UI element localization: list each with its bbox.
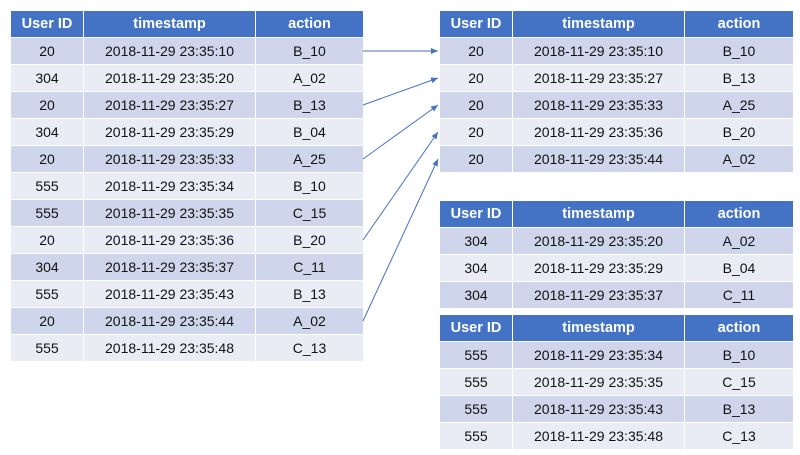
table-cell: A_25 (255, 145, 364, 173)
table-row: 555 2018-11-29 23:35:35 C_15 (439, 368, 794, 396)
table-cell: 20 (439, 118, 513, 146)
mapping-arrow (362, 131, 439, 241)
column-header: User ID (439, 200, 513, 228)
table-row: 304 2018-11-29 23:35:37 C_11 (10, 253, 364, 281)
table-cell: C_15 (684, 368, 794, 396)
table-cell: B_10 (255, 172, 364, 200)
table-cell: C_11 (255, 253, 364, 281)
table-row: 304 2018-11-29 23:35:20 A_02 (10, 64, 364, 92)
table-cell: 304 (10, 64, 84, 92)
column-header: action (684, 10, 794, 38)
table-cell: 2018-11-29 23:35:44 (512, 145, 685, 173)
table-cell: B_10 (684, 37, 794, 65)
table-cell: A_02 (684, 227, 794, 255)
mapping-arrow (362, 158, 439, 322)
column-header: timestamp (512, 10, 685, 38)
table-row: 304 2018-11-29 23:35:29 B_04 (439, 254, 794, 282)
table-row: 555 2018-11-29 23:35:43 B_13 (10, 280, 364, 308)
table-cell: 2018-11-29 23:35:29 (512, 254, 685, 282)
table-cell: C_11 (684, 281, 794, 309)
table-cell: 20 (439, 64, 513, 92)
table-row: 304 2018-11-29 23:35:20 A_02 (439, 227, 794, 255)
table-cell: 2018-11-29 23:35:20 (512, 227, 685, 255)
table-cell: 20 (10, 226, 84, 254)
table-cell: B_04 (684, 254, 794, 282)
table-cell: 2018-11-29 23:35:43 (512, 395, 685, 423)
table-cell: 2018-11-29 23:35:43 (83, 280, 256, 308)
table-cell: B_10 (255, 37, 364, 65)
table-cell: 2018-11-29 23:35:37 (83, 253, 256, 281)
table-row: 555 2018-11-29 23:35:48 C_13 (10, 334, 364, 362)
column-header: User ID (10, 10, 84, 38)
table-row: 20 2018-11-29 23:35:44 A_02 (439, 145, 794, 173)
table-cell: B_13 (684, 395, 794, 423)
table-row: 555 2018-11-29 23:35:35 C_15 (10, 199, 364, 227)
column-header: User ID (439, 314, 513, 342)
table-cell: B_20 (255, 226, 364, 254)
table-cell: 2018-11-29 23:35:20 (83, 64, 256, 92)
table-cell: 2018-11-29 23:35:27 (512, 64, 685, 92)
table-row: 555 2018-11-29 23:35:48 C_13 (439, 422, 794, 450)
table-cell: 2018-11-29 23:35:48 (512, 422, 685, 450)
table-row: 20 2018-11-29 23:35:27 B_13 (10, 91, 364, 119)
table-cell: 304 (439, 254, 513, 282)
column-header: action (684, 314, 794, 342)
table-cell: B_13 (255, 280, 364, 308)
table-cell: 2018-11-29 23:35:29 (83, 118, 256, 146)
table-row: 555 2018-11-29 23:35:34 B_10 (10, 172, 364, 200)
table-cell: 555 (10, 199, 84, 227)
table-cell: C_13 (255, 334, 364, 362)
table-row: 20 2018-11-29 23:35:27 B_13 (439, 64, 794, 92)
table-row: 304 2018-11-29 23:35:29 B_04 (10, 118, 364, 146)
table-cell: 555 (439, 422, 513, 450)
table-cell: B_20 (684, 118, 794, 146)
table-cell: 2018-11-29 23:35:48 (83, 334, 256, 362)
mapping-arrow (362, 77, 439, 106)
table-cell: B_04 (255, 118, 364, 146)
table-cell: 20 (439, 145, 513, 173)
table-row: 20 2018-11-29 23:35:33 A_25 (439, 91, 794, 119)
table-cell: 555 (439, 395, 513, 423)
table-cell: 2018-11-29 23:35:44 (83, 307, 256, 335)
table-cell: C_13 (684, 422, 794, 450)
table-cell: 20 (439, 91, 513, 119)
table-cell: 20 (10, 91, 84, 119)
user-20-table: User ID timestamp action 20 2018-11-29 23:35… (439, 10, 794, 173)
user-304-table: User ID timestamp action 304 2018-11-29 23:3… (439, 200, 794, 309)
table-cell: 555 (10, 172, 84, 200)
table-cell: B_13 (684, 64, 794, 92)
table-row: 555 2018-11-29 23:35:34 B_10 (439, 341, 794, 369)
table-row: 20 2018-11-29 23:35:44 A_02 (10, 307, 364, 335)
table-cell: 555 (10, 280, 84, 308)
table-cell: B_10 (684, 341, 794, 369)
table-cell: 2018-11-29 23:35:34 (83, 172, 256, 200)
table-row: 555 2018-11-29 23:35:43 B_13 (439, 395, 794, 423)
table-cell: 2018-11-29 23:35:27 (83, 91, 256, 119)
table-cell: 2018-11-29 23:35:35 (512, 368, 685, 396)
column-header: timestamp (512, 314, 685, 342)
table-cell: 555 (439, 341, 513, 369)
table-row: 20 2018-11-29 23:35:36 B_20 (439, 118, 794, 146)
table-cell: 304 (439, 227, 513, 255)
table-cell: A_02 (255, 64, 364, 92)
table-cell: 2018-11-29 23:35:35 (83, 199, 256, 227)
table-cell: 2018-11-29 23:35:36 (83, 226, 256, 254)
table-cell: A_25 (684, 91, 794, 119)
source-events-table: User ID timestamp action 20 2018-11-29 23:35… (10, 10, 364, 362)
table-cell: C_15 (255, 199, 364, 227)
table-row: 20 2018-11-29 23:35:36 B_20 (10, 226, 364, 254)
table-cell: 20 (10, 307, 84, 335)
table-cell: 304 (439, 281, 513, 309)
user-555-table: User ID timestamp action 555 2018-11-29 23:3… (439, 314, 794, 450)
mapping-arrow (362, 104, 439, 160)
table-cell: 2018-11-29 23:35:10 (83, 37, 256, 65)
table-cell: 2018-11-29 23:35:37 (512, 281, 685, 309)
table-row: 20 2018-11-29 23:35:10 B_10 (10, 37, 364, 65)
table-cell: A_02 (684, 145, 794, 173)
table-cell: 555 (10, 334, 84, 362)
table-row: 304 2018-11-29 23:35:37 C_11 (439, 281, 794, 309)
